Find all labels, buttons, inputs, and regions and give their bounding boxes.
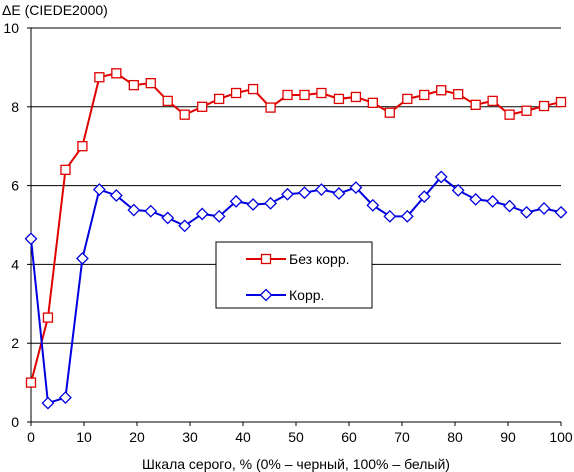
series-1-point-11 [213, 93, 225, 105]
legend: Без корр. Корр. [215, 241, 373, 309]
series-1-point-28 [504, 109, 515, 120]
series-2-point-16 [298, 186, 311, 200]
x-tick-label-6: 60 [341, 429, 357, 445]
series-2-point-10 [195, 207, 209, 221]
series-2-point-13 [246, 198, 260, 211]
series-1-point-23 [419, 89, 430, 101]
series-2-point-28 [503, 199, 517, 213]
y-tick-label-5: 10 [3, 20, 19, 36]
series-1-point-0 [25, 377, 37, 388]
series-2-point-24 [434, 170, 448, 184]
series-2-point-18 [332, 187, 346, 200]
series-1-point-5 [111, 68, 122, 79]
x-tick-label-4: 40 [235, 429, 251, 445]
series-1-point-14 [265, 102, 276, 113]
series-2-point-1 [41, 396, 55, 410]
y-tick-label-2: 4 [11, 256, 19, 272]
y-tick-label-1: 2 [11, 335, 19, 351]
series-2-point-19 [349, 181, 363, 194]
series-1-point-6 [128, 79, 139, 91]
series-1-point-16 [299, 89, 310, 101]
series-1-point-29 [521, 105, 532, 116]
series-1-point-7 [145, 78, 156, 89]
series-2-point-31 [554, 205, 568, 219]
series-2-point-17 [315, 183, 328, 196]
legend-swatch-marker-1 [260, 253, 272, 265]
series-1-point-21 [384, 107, 395, 118]
series-1-point-15 [282, 89, 293, 101]
legend-label-2: Корр. [289, 287, 324, 303]
legend-item-1: Без корр. [246, 251, 350, 267]
series-1-point-4 [94, 72, 105, 83]
series-2-point-9 [178, 219, 192, 233]
series-2-point-11 [212, 209, 226, 223]
series-1-point-9 [179, 109, 190, 120]
x-tick-label-7: 70 [394, 429, 410, 445]
series-2-point-20 [366, 198, 380, 212]
y-tick-label-0: 0 [11, 414, 19, 430]
x-tick-labels: 0 10 20 30 40 50 60 70 80 90 100 [27, 429, 573, 445]
series-1-point-19 [350, 91, 362, 103]
y-tick-labels: 0 2 4 6 8 10 [3, 20, 19, 430]
x-tick-label-9: 90 [500, 429, 516, 445]
series-1-point-30 [538, 100, 550, 112]
series-2-point-0 [24, 232, 38, 246]
series-2-point-15 [281, 187, 294, 201]
series-1-point-31 [555, 96, 567, 108]
series-2-point-22 [400, 209, 414, 223]
series-1-point-24 [436, 85, 447, 96]
series-2-point-8 [161, 211, 175, 225]
series-layer [24, 68, 568, 410]
x-axis-title: Шкала серого, % (0% – черный, 100% – бел… [142, 456, 450, 472]
series-2-point-26 [469, 192, 483, 206]
series-2-point-5 [109, 189, 123, 202]
series-2 [24, 170, 568, 410]
legend-swatch-marker-2 [259, 288, 273, 302]
x-tick-label-0: 0 [27, 429, 35, 445]
series-2-point-7 [144, 204, 158, 218]
legend-item-2: Корр. [246, 287, 324, 303]
series-1-point-25 [453, 89, 464, 100]
series-2-point-21 [383, 209, 397, 223]
y-axis-title: ΔE (CIEDE2000) [2, 2, 108, 18]
series-2-point-29 [520, 205, 533, 219]
series-1-point-20 [367, 97, 379, 109]
x-tick-label-10: 100 [549, 429, 573, 445]
series-1-point-26 [470, 99, 481, 110]
legend-box [215, 241, 373, 309]
series-2-point-4 [92, 183, 106, 196]
series-1-point-18 [333, 93, 345, 105]
series-1-point-1 [42, 312, 54, 323]
y-tick-label-4: 8 [11, 99, 19, 115]
series-2-point-2 [59, 391, 72, 404]
series-2-point-14 [264, 196, 277, 210]
series-1-point-10 [197, 101, 208, 112]
series-1-point-8 [162, 95, 173, 107]
series-1-point-22 [402, 93, 413, 105]
x-tick-label-1: 10 [76, 429, 92, 445]
series-2-point-23 [417, 190, 431, 204]
series-2-point-6 [127, 203, 141, 217]
x-tick-label-8: 80 [447, 429, 463, 445]
series-1-point-12 [230, 87, 242, 99]
series-1-point-17 [316, 87, 327, 99]
series-1-point-2 [60, 164, 71, 175]
series-1 [25, 68, 567, 388]
series-1-line [30, 72, 562, 383]
axes [27, 27, 562, 426]
series-2-point-27 [486, 194, 500, 208]
legend-label-1: Без корр. [289, 251, 350, 267]
x-tick-label-3: 30 [182, 429, 198, 445]
series-1-point-13 [247, 83, 259, 95]
series-2-point-12 [229, 194, 243, 208]
series-1-point-3 [77, 141, 88, 152]
x-tick-label-2: 20 [129, 429, 145, 445]
series-2-point-3 [75, 252, 89, 265]
y-tick-label-3: 6 [11, 178, 19, 194]
series-2-point-25 [451, 183, 465, 197]
x-tick-label-5: 50 [288, 429, 304, 445]
series-1-point-27 [487, 95, 498, 107]
series-2-point-30 [537, 202, 551, 215]
